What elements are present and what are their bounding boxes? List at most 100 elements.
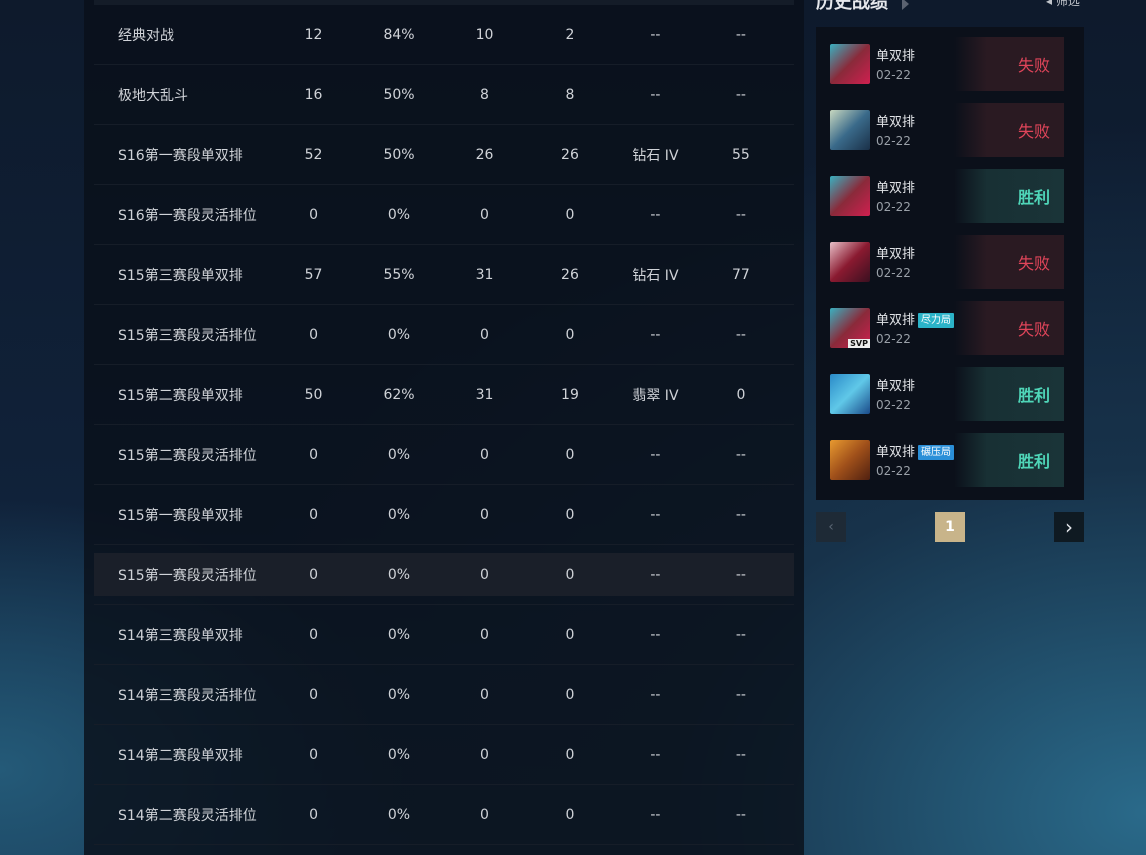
table-cell: 2 bbox=[565, 26, 575, 43]
table-cell: 0 bbox=[480, 206, 489, 223]
champion-avatar bbox=[830, 374, 870, 414]
table-cell: -- bbox=[650, 326, 661, 343]
match-date: 02-22 bbox=[876, 200, 911, 214]
champion-avatar bbox=[830, 176, 870, 216]
table-cell: 19 bbox=[561, 386, 579, 403]
rank-stats-table: 经典对战 12 84% 10 2 -- -- 极地大乱斗 16 50% 8 8 -- -- S16第一赛段单… bbox=[94, 5, 794, 845]
table-cell: -- bbox=[650, 506, 661, 523]
table-row[interactable]: S14第二赛段单双排 0 0% 0 0 -- -- bbox=[94, 725, 794, 785]
table-cell: -- bbox=[735, 26, 746, 43]
table-cell: 0 bbox=[480, 806, 489, 823]
champion-avatar bbox=[830, 110, 870, 150]
table-cell: S15第二赛段单双排 bbox=[118, 387, 243, 404]
table-cell: 0 bbox=[480, 446, 489, 463]
table-cell: S15第三赛段灵活排位 bbox=[118, 327, 257, 344]
match-result: 失败 bbox=[954, 103, 1064, 157]
table-cell: -- bbox=[650, 806, 661, 823]
table-cell: 0 bbox=[309, 506, 318, 523]
match-item[interactable]: SVP 单双排 尽力局 02-22 失败 bbox=[830, 301, 1074, 355]
match-mode: 单双排 bbox=[876, 115, 916, 130]
match-result: 胜利 bbox=[954, 433, 1064, 487]
table-cell: 0% bbox=[387, 566, 411, 583]
table-cell: 经典对战 bbox=[118, 27, 174, 44]
champion-avatar: SVP bbox=[830, 308, 870, 348]
match-mode: 单双排 bbox=[876, 181, 916, 196]
match-item[interactable]: 单双排 碾压局 02-22 胜利 bbox=[830, 433, 1074, 487]
chevron-right-icon: › bbox=[1065, 515, 1073, 539]
table-cell: 钻石 IV bbox=[632, 267, 679, 284]
table-row[interactable]: S16第一赛段单双排 52 50% 26 26 钻石 IV 55 bbox=[94, 125, 794, 185]
table-row[interactable]: S15第三赛段灵活排位 0 0% 0 0 -- -- bbox=[94, 305, 794, 365]
table-row[interactable]: S15第一赛段单双排 0 0% 0 0 -- -- bbox=[94, 485, 794, 545]
table-cell: 翡翠 IV bbox=[632, 387, 679, 404]
table-cell: S15第一赛段灵活排位 bbox=[118, 567, 257, 584]
match-item[interactable]: 单双排 02-22 胜利 bbox=[830, 367, 1074, 421]
table-row[interactable]: S14第三赛段灵活排位 0 0% 0 0 -- -- bbox=[94, 665, 794, 725]
table-cell: S14第三赛段单双排 bbox=[118, 627, 243, 644]
table-cell: 55 bbox=[732, 146, 750, 163]
table-cell: 31 bbox=[475, 266, 494, 283]
table-cell: 8 bbox=[565, 86, 575, 103]
table-cell: 0% bbox=[387, 206, 411, 223]
table-cell: 0% bbox=[387, 506, 411, 523]
prev-page-button[interactable]: ‹ bbox=[816, 512, 846, 542]
table-cell: 极地大乱斗 bbox=[118, 87, 188, 104]
match-mode: 单双排 bbox=[876, 379, 916, 394]
table-row[interactable]: S15第二赛段灵活排位 0 0% 0 0 -- -- bbox=[94, 425, 794, 485]
table-row[interactable]: S16第一赛段灵活排位 0 0% 0 0 -- -- bbox=[94, 185, 794, 245]
table-cell: 0 bbox=[480, 326, 489, 343]
table-row[interactable]: S14第三赛段单双排 0 0% 0 0 -- -- bbox=[94, 605, 794, 665]
match-tag: 碾压局 bbox=[918, 445, 955, 460]
table-cell: 0 bbox=[565, 566, 575, 583]
table-cell: 50% bbox=[383, 86, 415, 103]
table-cell: 0 bbox=[565, 326, 575, 343]
table-cell: 26 bbox=[561, 266, 579, 283]
table-cell: 16 bbox=[304, 86, 323, 103]
match-mode: 单双排 bbox=[876, 49, 916, 64]
table-row[interactable]: 极地大乱斗 16 50% 8 8 -- -- bbox=[94, 65, 794, 125]
table-cell: S16第一赛段单双排 bbox=[118, 147, 243, 164]
page-1-button[interactable]: 1 bbox=[935, 512, 965, 542]
table-row[interactable]: 经典对战 12 84% 10 2 -- -- bbox=[94, 5, 794, 65]
table-cell: -- bbox=[735, 86, 746, 103]
table-cell: S15第一赛段单双排 bbox=[118, 507, 243, 524]
match-result: 失败 bbox=[954, 37, 1064, 91]
table-cell: 0% bbox=[387, 746, 411, 763]
match-item[interactable]: 单双排 02-22 失败 bbox=[830, 103, 1074, 157]
table-cell: 0 bbox=[309, 626, 318, 643]
match-item[interactable]: 单双排 02-22 失败 bbox=[830, 235, 1074, 289]
table-cell: 77 bbox=[732, 266, 750, 283]
filter-label: 筛选 bbox=[1055, 0, 1080, 8]
table-row[interactable]: S15第二赛段单双排 50 62% 31 19 翡翠 IV 0 bbox=[94, 365, 794, 425]
table-cell: 0% bbox=[387, 326, 411, 343]
table-cell: 0% bbox=[387, 686, 411, 703]
champion-avatar bbox=[830, 242, 870, 282]
next-page-button[interactable]: › bbox=[1054, 512, 1084, 542]
table-cell: -- bbox=[735, 626, 746, 643]
table-cell: 0 bbox=[565, 806, 575, 823]
filter-button[interactable]: ◂ 筛选 bbox=[1046, 0, 1080, 9]
table-cell: 31 bbox=[475, 386, 494, 403]
table-cell: 0 bbox=[736, 386, 746, 403]
table-row[interactable]: S15第一赛段灵活排位 0 0% 0 0 -- -- bbox=[94, 545, 794, 605]
table-row[interactable]: S15第三赛段单双排 57 55% 31 26 钻石 IV 77 bbox=[94, 245, 794, 305]
table-cell: 26 bbox=[561, 146, 579, 163]
match-result: 胜利 bbox=[954, 367, 1064, 421]
match-list: 单双排 02-22 失败 单双排 02-22 失败 单双排 02-22 胜利 单… bbox=[816, 27, 1084, 500]
table-cell: 0 bbox=[480, 746, 489, 763]
table-cell: 0 bbox=[565, 686, 575, 703]
table-cell: 0% bbox=[387, 806, 411, 823]
table-cell: -- bbox=[735, 746, 746, 763]
table-row[interactable]: S14第二赛段灵活排位 0 0% 0 0 -- -- bbox=[94, 785, 794, 845]
table-cell: 0 bbox=[480, 686, 489, 703]
match-item[interactable]: 单双排 02-22 胜利 bbox=[830, 169, 1074, 223]
table-cell: -- bbox=[650, 626, 661, 643]
match-item[interactable]: 单双排 02-22 失败 bbox=[830, 37, 1074, 91]
table-cell: 钻石 IV bbox=[632, 147, 679, 164]
champion-avatar bbox=[830, 440, 870, 480]
table-cell: 8 bbox=[480, 86, 489, 103]
table-cell: 0 bbox=[565, 206, 575, 223]
table-cell: 52 bbox=[304, 146, 323, 163]
table-cell: 0 bbox=[480, 566, 489, 583]
table-cell: 57 bbox=[304, 266, 323, 283]
